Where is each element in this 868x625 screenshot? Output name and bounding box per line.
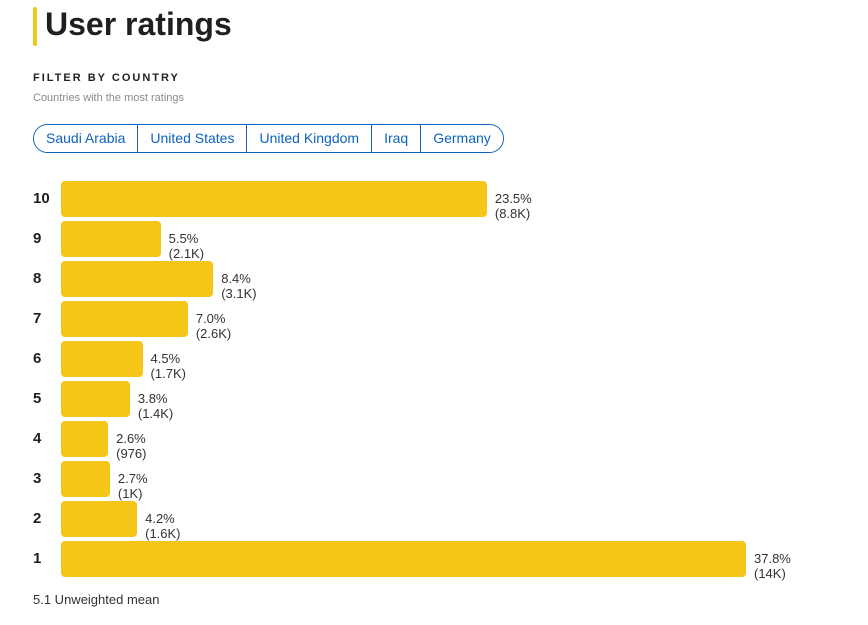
- bar-value-label: 4.5% (1.7K): [150, 351, 186, 381]
- rating-label: 2: [33, 510, 42, 527]
- bar-value-label: 2.6% (976): [116, 431, 147, 461]
- filter-label: FILTER BY COUNTRY: [33, 72, 180, 84]
- rating-bar[interactable]: [61, 221, 161, 257]
- filter-subtitle: Countries with the most ratings: [33, 92, 185, 104]
- rating-bar[interactable]: [61, 341, 143, 377]
- bar-value-label: 8.4% (3.1K): [221, 271, 257, 301]
- rating-bar[interactable]: [61, 181, 487, 217]
- bar-value-label: 23.5% (8.8K): [494, 191, 532, 221]
- chip-united-kingdom[interactable]: United Kingdom: [246, 125, 372, 152]
- rating-bar[interactable]: [61, 301, 188, 337]
- rating-label: 8: [33, 270, 42, 287]
- rating-bar[interactable]: [61, 541, 746, 577]
- chip-united-states[interactable]: United States: [137, 125, 247, 152]
- rating-label: 7: [33, 310, 42, 327]
- chip-iraq[interactable]: Iraq: [371, 125, 421, 152]
- bar-value-label: 2.7% (1K): [117, 471, 148, 501]
- rating-label: 10: [33, 190, 50, 207]
- unweighted-mean: 5.1 Unweighted mean: [33, 592, 160, 607]
- rating-label: 9: [33, 230, 42, 247]
- title-accent: [33, 7, 37, 46]
- bar-value-label: 4.2% (1.6K): [145, 511, 181, 541]
- rating-label: 6: [33, 350, 42, 367]
- bar-value-label: 7.0% (2.6K): [195, 311, 232, 341]
- rating-bar[interactable]: [61, 381, 130, 417]
- bar-value-label: 3.8% (1.4K): [137, 391, 174, 421]
- rating-label: 3: [33, 470, 42, 487]
- rating-bar[interactable]: [61, 501, 138, 537]
- rating-label: 1: [33, 550, 42, 567]
- bar-value-label: 37.8% (14K): [754, 551, 791, 581]
- chip-saudi-arabia[interactable]: Saudi Arabia: [34, 125, 138, 152]
- rating-label: 4: [33, 430, 42, 447]
- country-filter: Saudi Arabia United States United Kingdo…: [33, 124, 504, 153]
- chip-germany[interactable]: Germany: [420, 125, 503, 152]
- rating-bar[interactable]: [61, 261, 214, 297]
- page-title: User ratings: [45, 6, 232, 42]
- rating-bar[interactable]: [61, 461, 110, 497]
- bar-value-label: 5.5% (2.1K): [168, 231, 205, 261]
- rating-label: 5: [33, 390, 42, 407]
- rating-bar[interactable]: [61, 421, 109, 457]
